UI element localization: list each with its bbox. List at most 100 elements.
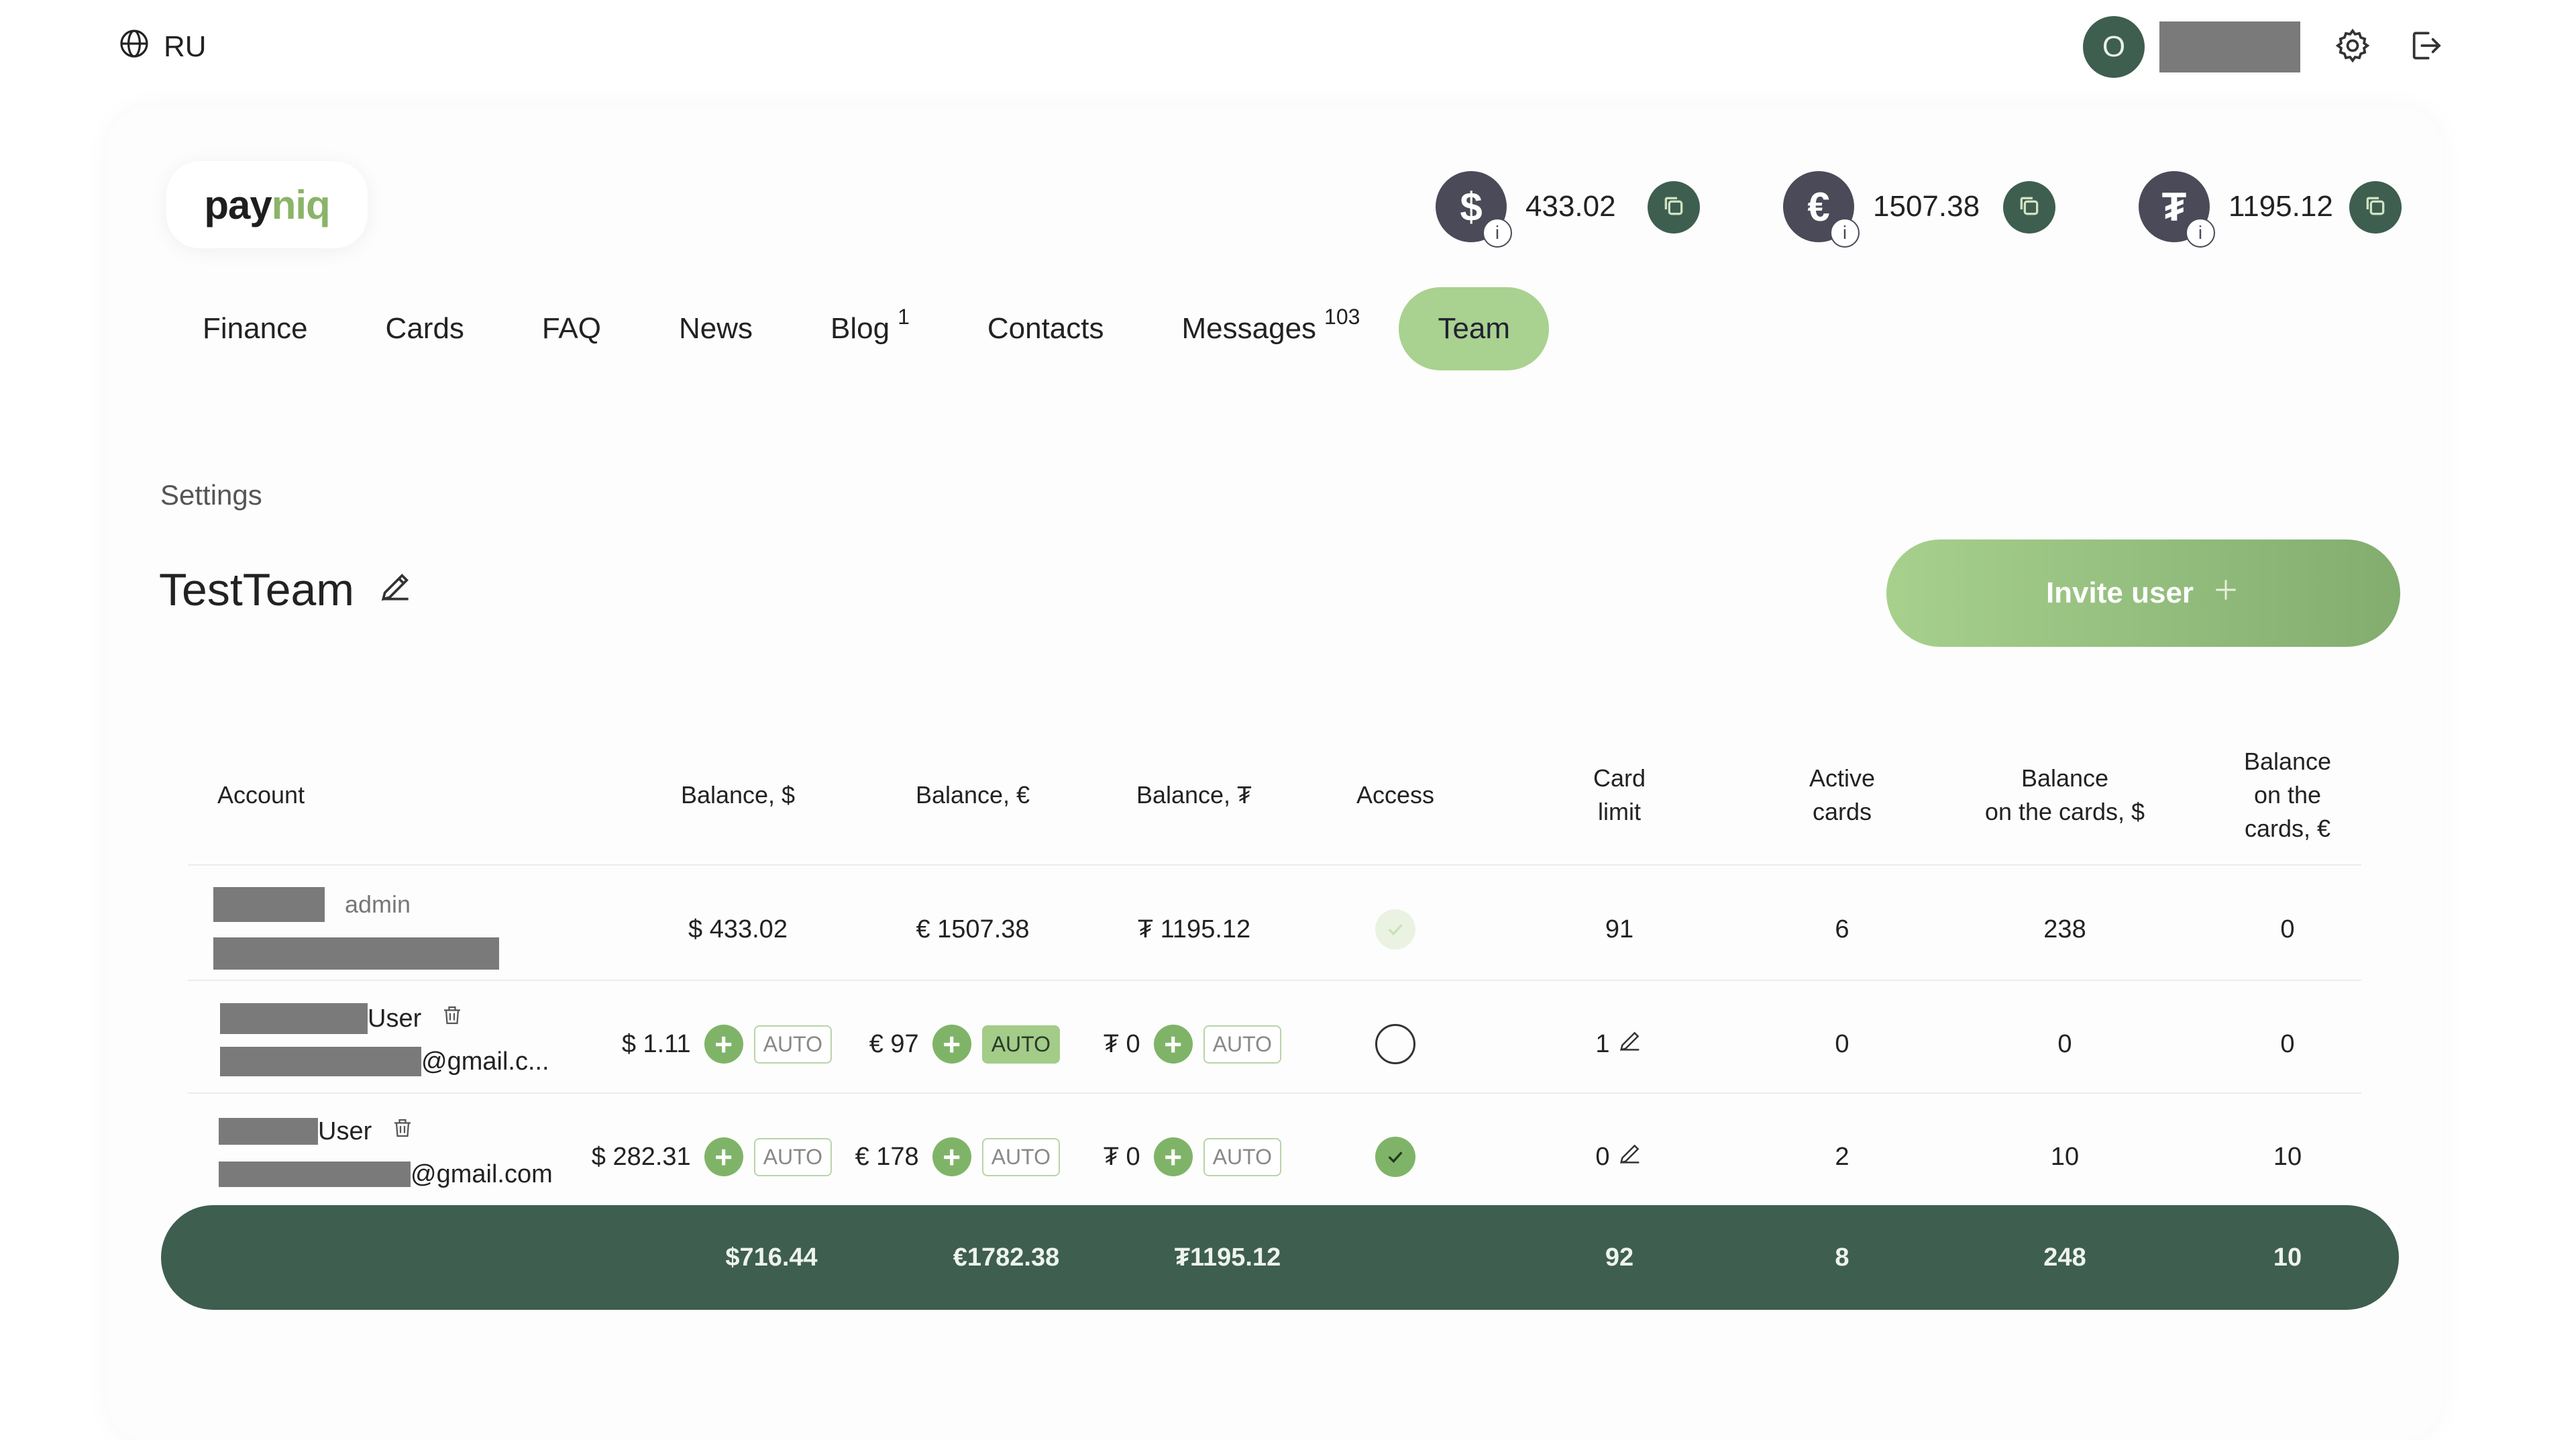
user-email-suffix: @gmail.c...: [421, 1047, 549, 1076]
account-cell: admin: [213, 886, 411, 923]
topup-eur-button[interactable]: +: [932, 1137, 971, 1176]
header-balance-cards-eur: Balance on the cards, €: [2243, 748, 2332, 842]
cell-balance-usd: $ 282.31 + AUTO: [564, 1130, 832, 1184]
auto-eur-toggle[interactable]: AUTO: [981, 1025, 1060, 1064]
balance-usd-value: 433.02: [1525, 190, 1616, 223]
topup-eur-button[interactable]: +: [932, 1025, 971, 1064]
auto-usdt-toggle[interactable]: AUTO: [1203, 1025, 1281, 1064]
totals-row: $716.44 €1782.38 ₮1195.12 92 8 248 10: [161, 1205, 2399, 1310]
access-toggle[interactable]: [1375, 1137, 1415, 1177]
cell-balance-usdt: ₮ 0 + AUTO: [1060, 1017, 1281, 1071]
nav-finance[interactable]: Finance: [203, 312, 308, 345]
logo-text-niq: niq: [271, 182, 331, 227]
total-balance-usd: $716.44: [725, 1243, 818, 1272]
invite-user-button[interactable]: Invite user: [1886, 539, 2400, 647]
cell-access: [1315, 1017, 1476, 1071]
total-balance-cards-eur: 10: [2273, 1243, 2302, 1272]
redacted-name: [213, 887, 325, 922]
redacted-name: [219, 1118, 318, 1145]
topup-usdt-button[interactable]: +: [1153, 1025, 1193, 1064]
header-balance-usd: Balance, $: [680, 781, 796, 809]
language-label: RU: [164, 30, 207, 63]
cell-active-cards: 6: [1835, 915, 1849, 943]
messages-count-badge: 103: [1324, 304, 1360, 329]
info-icon[interactable]: i: [1483, 218, 1512, 248]
access-toggle: [1375, 909, 1415, 949]
header-balance-eur: Balance, €: [915, 781, 1030, 809]
header-balance-cards-usd: Balance on the cards, $: [1984, 764, 2145, 825]
access-toggle[interactable]: [1375, 1024, 1415, 1064]
info-icon[interactable]: i: [1830, 218, 1860, 248]
cell-active-cards: 0: [1835, 1029, 1849, 1058]
plus-icon: [2211, 575, 2241, 612]
pencil-icon: [1619, 1031, 1639, 1051]
settings-button[interactable]: [2332, 27, 2373, 67]
gear-icon: [2334, 27, 2371, 68]
balance-summary: $ i 433.02 € i 1507.38 ₮ i 1195.12: [1436, 168, 2402, 248]
nav-faq[interactable]: FAQ: [541, 312, 601, 345]
main-nav: Finance Cards FAQ News Blog 1 Contacts Me…: [164, 287, 1550, 370]
globe-icon: [118, 28, 150, 67]
row-divider: [188, 980, 2361, 981]
redacted-name: [220, 1003, 368, 1034]
cell-balance-cards-eur: 10: [2273, 1142, 2302, 1171]
account-cell: User: [219, 1113, 415, 1150]
section-label: Settings: [160, 479, 262, 511]
edit-team-name-button[interactable]: [354, 564, 415, 616]
cell-active-cards: 2: [1835, 1142, 1849, 1171]
tether-icon: ₮ i: [2139, 171, 2215, 248]
header-active-cards: Active cards: [1809, 764, 1876, 825]
auto-usd-toggle[interactable]: AUTO: [753, 1025, 832, 1064]
cell-card-limit: 91: [1605, 915, 1634, 943]
topup-usd-button[interactable]: +: [704, 1025, 743, 1064]
redacted-username: [2159, 21, 2300, 72]
user-name-suffix: User: [368, 1004, 422, 1033]
balance-usd: $ i 433.02: [1436, 168, 1616, 248]
avatar[interactable]: O: [2083, 16, 2145, 78]
delete-user-button[interactable]: [421, 1003, 464, 1034]
copy-usdt-button[interactable]: [2349, 181, 2402, 234]
cell-balance-cards-usd: 10: [2050, 1142, 2080, 1171]
account-cell: User: [220, 1000, 464, 1037]
copy-usd-button[interactable]: [1648, 181, 1700, 234]
nav-messages[interactable]: Messages 103: [1181, 304, 1360, 346]
nav-blog[interactable]: Blog 1: [830, 304, 910, 346]
row-divider: [188, 1092, 2361, 1094]
nav-contacts[interactable]: Contacts: [987, 312, 1104, 345]
delete-user-button[interactable]: [372, 1116, 415, 1147]
auto-usd-toggle[interactable]: AUTO: [753, 1137, 832, 1176]
dollar-icon: $ i: [1436, 171, 1512, 248]
cell-card-limit: 1: [1539, 1017, 1700, 1071]
user-name-suffix: User: [318, 1117, 372, 1145]
redacted-email: [220, 1047, 421, 1076]
copy-eur-button[interactable]: [2003, 181, 2055, 234]
cell-balance-eur: € 97 + AUTO: [832, 1017, 1060, 1071]
auto-eur-toggle[interactable]: AUTO: [981, 1137, 1060, 1176]
cell-balance-usdt: ₮ 0 + AUTO: [1060, 1130, 1281, 1184]
topup-usdt-button[interactable]: +: [1153, 1137, 1193, 1176]
page-title: TestTeam: [159, 564, 415, 616]
auto-usdt-toggle[interactable]: AUTO: [1203, 1137, 1281, 1176]
payniq-logo[interactable]: pay niq: [166, 161, 368, 248]
logout-button[interactable]: [2405, 27, 2445, 67]
pencil-icon: [1619, 1144, 1639, 1164]
check-icon: [1388, 1151, 1403, 1164]
header-balance-usdt: Balance, ₮: [1136, 781, 1252, 809]
topup-usd-button[interactable]: +: [704, 1137, 743, 1176]
cell-balance-eur: € 1507.38: [916, 915, 1030, 943]
top-bar: RU O: [0, 0, 2576, 94]
cell-card-limit: 0: [1539, 1130, 1700, 1184]
header-access: Access: [1356, 781, 1435, 809]
total-balance-cards-usd: 248: [2043, 1243, 2086, 1272]
info-icon[interactable]: i: [2186, 218, 2215, 248]
logout-icon: [2406, 27, 2444, 68]
copy-icon: [2016, 193, 2043, 223]
language-switcher[interactable]: RU: [118, 27, 207, 67]
euro-icon: € i: [1783, 171, 1860, 248]
nav-cards[interactable]: Cards: [385, 312, 464, 345]
edit-card-limit-button[interactable]: [1610, 1027, 1644, 1061]
nav-news[interactable]: News: [678, 312, 753, 345]
edit-card-limit-button[interactable]: [1610, 1140, 1644, 1174]
total-balance-eur: €1782.38: [953, 1243, 1060, 1272]
nav-team[interactable]: Team: [1399, 287, 1550, 370]
